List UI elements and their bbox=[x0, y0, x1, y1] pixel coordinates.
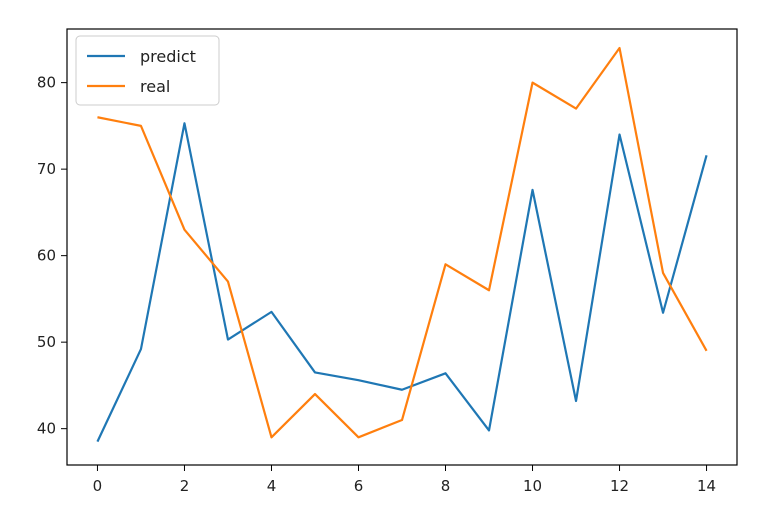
x-tick-label: 0 bbox=[93, 477, 103, 495]
x-tick-label: 6 bbox=[354, 477, 364, 495]
legend-label-predict: predict bbox=[140, 47, 196, 66]
y-tick-label: 60 bbox=[37, 247, 56, 265]
x-tick-label: 10 bbox=[523, 477, 542, 495]
x-tick-label: 12 bbox=[610, 477, 629, 495]
y-tick-label: 40 bbox=[37, 420, 56, 438]
legend-label-real: real bbox=[140, 77, 170, 96]
x-tick-label: 14 bbox=[697, 477, 716, 495]
series-line-predict bbox=[96, 122, 708, 443]
y-tick-label: 70 bbox=[37, 160, 56, 178]
y-axis: 40 50 60 70 80 bbox=[37, 74, 67, 438]
series-lines bbox=[96, 46, 708, 443]
legend-box bbox=[75, 35, 220, 106]
x-tick-label: 8 bbox=[441, 477, 451, 495]
plot-frame bbox=[66, 28, 738, 466]
y-tick-label: 50 bbox=[37, 333, 56, 351]
y-tick-label: 80 bbox=[37, 74, 56, 92]
x-tick-label: 4 bbox=[267, 477, 277, 495]
x-axis: 0 2 4 6 8 10 12 14 bbox=[93, 465, 716, 495]
x-tick-label: 2 bbox=[180, 477, 190, 495]
legend: predict real bbox=[75, 35, 220, 106]
series-line-real bbox=[97, 46, 708, 439]
